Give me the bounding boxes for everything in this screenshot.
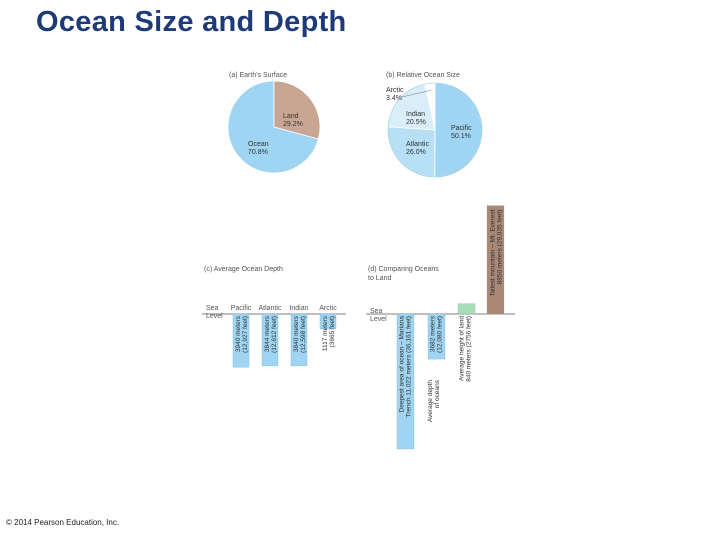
copyright-notice: © 2014 Pearson Education, Inc. [6,518,120,527]
bar-c-value-label-arctic-line-1: 1117 meters [322,315,329,351]
pie-a-label-land-line-2: 29.2% [283,121,303,128]
bar-d-bar-average-land-height [457,303,476,315]
bar-c-category-pacific: Pacific [231,305,252,312]
bar-d-value-label-average-land-height-line-2: 840 meters (2756 feet) [466,316,473,382]
pie-b-label-arctic-line-2: 3.4% [386,95,402,102]
bar-c-category-atlantic: Atlantic [259,305,282,312]
bar-d-value-label-average-land-height: Average height of land840 meters (2756 f… [459,316,473,382]
bar-c-bar-arctic [319,313,337,330]
pie-b-arctic-leader [401,90,431,98]
slide-title: Ocean Size and Depth [36,6,347,38]
pie-b-outline [387,82,483,178]
pie-a-label-ocean-line-2: 70.8% [248,149,268,156]
bar-c-sea-level-label-line-2: Level [206,313,223,320]
bar-d-bar-mt-everest [486,205,505,315]
bar-d-value-label-average-ocean-depth-line-2: (12,080 feet) [437,316,444,353]
bar-c-value-label-atlantic-line-2: (12,612 feet) [271,316,278,353]
bar-d-value-label-mt-everest-line-1: Tallest mountain – Mt. Everest [490,209,497,296]
bar-c-value-label-pacific-line-1: 3940 meters [235,315,242,352]
bar-c-category-indian: Indian [289,305,308,312]
bar-d-value-label-mt-everest: Tallest mountain – Mt. Everest8850 meter… [490,209,504,296]
bar-c-bar-indian [290,313,308,367]
pie-a-slice-land [273,80,321,140]
pie-a-title: (a) Earth's Surface [229,72,287,79]
bar-c-bar-atlantic [261,313,279,367]
bar-c-value-label-indian-line-2: (12,598 feet) [300,316,307,353]
bar-c-value-label-arctic: 1117 meters(3665 feet) [322,315,336,351]
pie-a-label-land-line-1: Land [283,113,299,120]
bar-c-value-label-atlantic: 3844 meters(12,612 feet) [264,315,278,353]
bar-c-value-label-atlantic-line-1: 3844 meters [264,315,271,352]
bar-d-sea-level-label-line-2: Level [370,316,387,323]
bar-d-value-label-average-ocean-depth-line-1: 3682 meters [430,315,437,352]
bar-d-value-label-mariana-trench-line-2: Trench 11,022 meters (36,161 feet) [406,316,413,418]
pie-b-label-pacific-line-2: 50.1% [451,133,471,140]
bar-c-value-label-indian-line-1: 3840 meters [293,315,300,352]
bar-c-value-label-pacific: 3940 meters(12,927 feet) [235,315,249,353]
bar-d-bar-mariana-trench [396,313,415,450]
bar-d-value-label-average-land-height-line-1: Average height of land [459,316,466,381]
pie-a-slice-ocean [227,80,319,174]
bar-d-side-label-average-depth: Average depthof oceans [427,379,441,422]
bar-d-sea-level-label-line-1: Sea [370,308,383,315]
pie-b-label-arctic-line-1: Arctic [386,87,404,94]
bar-c-value-label-indian: 3840 meters(12,598 feet) [293,315,307,353]
bar-c-bar-pacific [232,313,250,368]
bar-d-value-label-average-ocean-depth: 3682 meters(12,080 feet) [430,315,444,353]
bar-c-title: (c) Average Ocean Depth [204,266,283,273]
bar-d-value-label-mariana-trench: Deepest area of ocean – MarianaTrench 11… [399,316,413,418]
bar-c-sea-level-label-line-1: Sea [206,305,219,312]
pie-b-label-indian-line-2: 20.5% [406,119,426,126]
pie-b-label-atlantic-line-2: 26.0% [406,149,426,156]
pie-b-title: (b) Relative Ocean Size [386,72,460,79]
bar-d-side-label-average-depth-line-2: of oceans [434,379,441,408]
bar-d-value-label-mt-everest-line-2: 8850 meters (29,035 feet) [497,210,504,285]
bar-d-side-label-average-depth-line-1: Average depth [427,380,434,423]
pie-a-label-ocean-line-1: Ocean [248,141,269,148]
bar-c-value-label-pacific-line-2: (12,927 feet) [242,316,249,353]
bar-d-value-label-mariana-trench-line-1: Deepest area of ocean – Mariana [399,316,406,413]
bar-d-bar-average-ocean-depth [427,313,446,360]
bar-c-category-arctic: Arctic [319,305,337,312]
bar-d-title-line-1: (d) Comparing Oceans [368,266,439,273]
pie-b-label-indian-line-1: Indian [406,111,425,118]
pie-b-label-atlantic-line-1: Atlantic [406,141,429,148]
bar-c-value-label-arctic-line-2: (3665 feet) [329,316,336,347]
bar-d-title-line-2: to Land [368,275,391,282]
pie-b-label-pacific-line-1: Pacific [451,125,472,132]
